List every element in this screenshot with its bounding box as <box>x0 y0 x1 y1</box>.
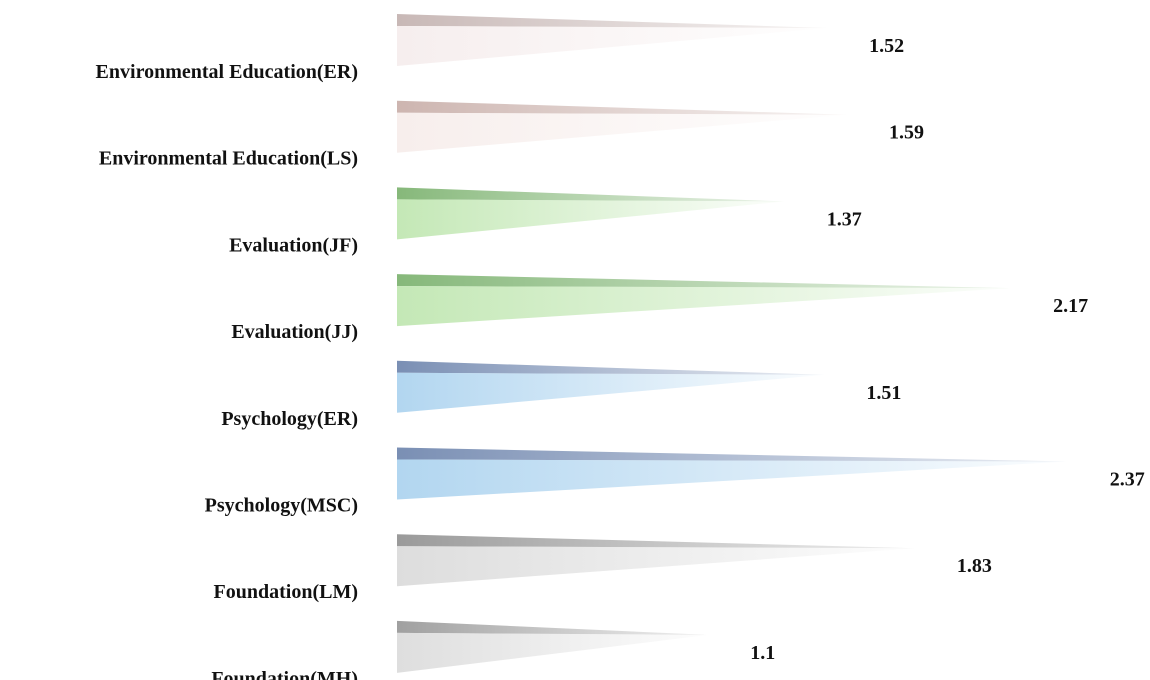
bar-psychology-msc <box>397 459 1068 500</box>
bar-evaluation-jj <box>397 286 1012 327</box>
bar-top-psychology-msc <box>397 447 1068 462</box>
value-labels: 1.52 1.59 1.37 2.17 1.51 2.37 1.83 1.1 <box>750 35 1144 664</box>
value-label-psychology-msc: 2.37 <box>1110 469 1145 491</box>
value-label-evaluation-jf: 1.37 <box>827 208 862 230</box>
bar-foundation-mh <box>397 632 709 673</box>
category-label-psychology-msc: Psychology(MSC) <box>205 495 358 517</box>
category-label-environmental-education-ls: Environmental Education(LS) <box>99 148 358 170</box>
value-label-environmental-education-ls: 1.59 <box>889 122 924 144</box>
bar-top-environmental-education-ls <box>397 100 847 115</box>
bar-top-foundation-lm <box>397 534 915 549</box>
bar-foundation-lm <box>397 546 915 587</box>
bar-top-evaluation-jf <box>397 187 785 202</box>
category-label-evaluation-jj: Evaluation(JJ) <box>231 321 358 343</box>
bar-top-foundation-mh <box>397 620 709 635</box>
category-label-psychology-er: Psychology(ER) <box>221 408 358 430</box>
bar-psychology-er <box>397 372 825 413</box>
bar-environmental-education-ls <box>397 112 847 153</box>
value-label-foundation-mh: 1.1 <box>750 642 775 664</box>
category-labels: Environmental Education(ER) Environmental… <box>96 61 358 680</box>
bar-top-evaluation-jj <box>397 274 1012 289</box>
category-label-foundation-lm: Foundation(LM) <box>214 581 358 603</box>
bar-environmental-education-er <box>397 26 828 66</box>
value-label-environmental-education-er: 1.52 <box>869 35 904 57</box>
bars-group <box>397 14 1068 673</box>
value-label-evaluation-jj: 2.17 <box>1053 295 1088 317</box>
bar-top-psychology-er <box>397 360 825 375</box>
category-label-evaluation-jf: Evaluation(JF) <box>229 234 358 256</box>
category-label-foundation-mh: Foundation(MH) <box>211 668 358 680</box>
bar-top-environmental-education-er <box>397 14 828 28</box>
value-label-psychology-er: 1.51 <box>866 382 901 404</box>
bar-evaluation-jf <box>397 199 785 240</box>
value-label-foundation-lm: 1.83 <box>957 555 992 577</box>
category-label-environmental-education-er: Environmental Education(ER) <box>96 61 358 83</box>
